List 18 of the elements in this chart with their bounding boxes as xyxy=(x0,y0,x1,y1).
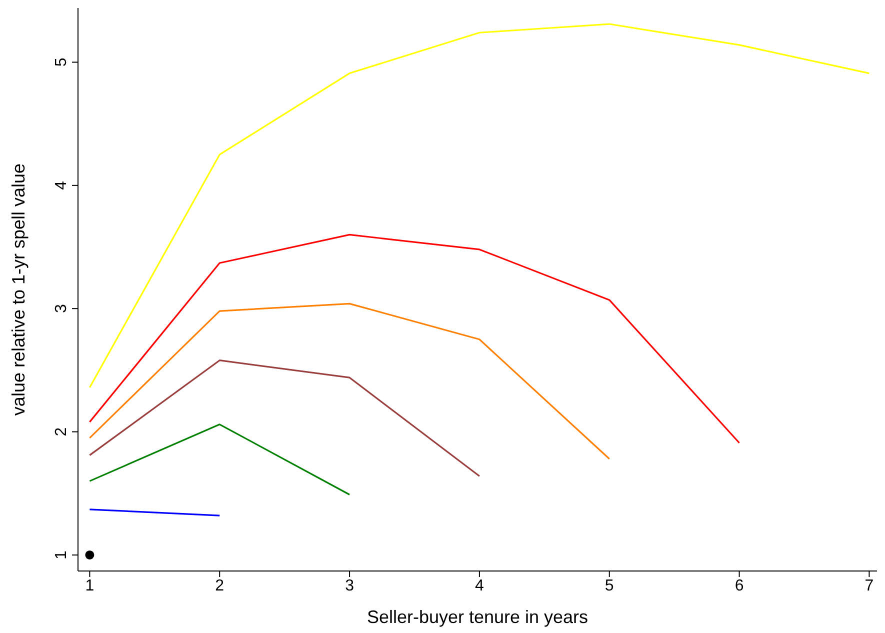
y-tick-label: 4 xyxy=(53,180,70,190)
line-series xyxy=(88,360,480,477)
y-tick-label: 2 xyxy=(53,427,70,436)
x-tick-label: 3 xyxy=(345,577,354,594)
line-series xyxy=(88,302,610,460)
y-tick-label: 3 xyxy=(53,304,70,314)
y-tick-label: 5 xyxy=(53,58,70,67)
x-tick-label: 2 xyxy=(215,577,224,594)
x-axis-title: Seller-buyer tenure in years xyxy=(366,607,588,627)
x-tick-label: 4 xyxy=(474,577,484,594)
x-tick-label: 5 xyxy=(604,577,614,594)
line-series xyxy=(88,234,740,444)
x-tick-label: 1 xyxy=(85,577,94,594)
y-axis-title: value relative to 1-yr spell value xyxy=(8,163,28,416)
x-tick-label: 7 xyxy=(864,577,874,594)
x-tick-label: 6 xyxy=(734,577,744,594)
y-tick-label: 1 xyxy=(53,550,70,560)
line-series xyxy=(88,23,870,388)
